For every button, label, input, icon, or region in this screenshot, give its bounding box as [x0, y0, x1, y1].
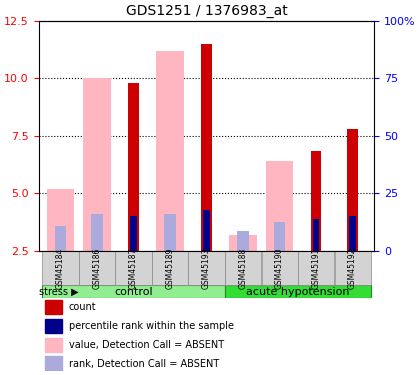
Text: control: control	[114, 287, 153, 297]
Text: GSM45191: GSM45191	[312, 248, 320, 289]
Bar	[225, 251, 261, 285]
Bar	[91, 214, 103, 251]
Text: percentile rank within the sample: percentile rank within the sample	[69, 321, 234, 331]
Bar	[237, 231, 249, 251]
Bar	[349, 216, 356, 251]
Bar	[45, 300, 62, 314]
Bar	[55, 226, 66, 251]
Bar	[83, 78, 111, 251]
Bar	[229, 235, 257, 251]
Bar	[45, 338, 62, 352]
Text: GSM45184: GSM45184	[56, 248, 65, 289]
Text: GSM45188: GSM45188	[239, 248, 247, 289]
Bar	[164, 214, 176, 251]
Bar	[266, 161, 293, 251]
Text: GSM45190: GSM45190	[275, 248, 284, 289]
Bar	[334, 251, 371, 285]
Text: stress ▶: stress ▶	[39, 287, 78, 297]
Text: acute hypotension: acute hypotension	[246, 287, 349, 297]
Bar	[42, 285, 225, 298]
Bar	[202, 44, 212, 251]
Bar	[189, 251, 225, 285]
Bar	[274, 222, 286, 251]
Bar	[311, 151, 321, 251]
Text: value, Detection Call = ABSENT: value, Detection Call = ABSENT	[69, 340, 224, 350]
Bar	[129, 83, 139, 251]
Bar	[152, 251, 188, 285]
Bar	[42, 251, 79, 285]
Text: rank, Detection Call = ABSENT: rank, Detection Call = ABSENT	[69, 358, 219, 369]
Bar	[45, 356, 62, 371]
Bar	[47, 189, 74, 251]
Text: GSM45189: GSM45189	[165, 248, 175, 289]
Bar	[225, 285, 371, 298]
Bar	[45, 319, 62, 333]
Text: count: count	[69, 302, 97, 312]
Bar	[156, 51, 184, 251]
Bar	[347, 129, 358, 251]
Text: GSM45193: GSM45193	[202, 248, 211, 289]
Bar	[313, 219, 319, 251]
Bar	[262, 251, 298, 285]
Bar	[79, 251, 115, 285]
Bar	[298, 251, 334, 285]
Text: GSM45192: GSM45192	[348, 248, 357, 289]
Text: GSM45187: GSM45187	[129, 248, 138, 289]
Title: GDS1251 / 1376983_at: GDS1251 / 1376983_at	[126, 4, 287, 18]
Text: GSM45186: GSM45186	[92, 248, 102, 289]
Bar	[130, 216, 137, 251]
Bar	[116, 251, 152, 285]
Bar	[203, 210, 210, 251]
